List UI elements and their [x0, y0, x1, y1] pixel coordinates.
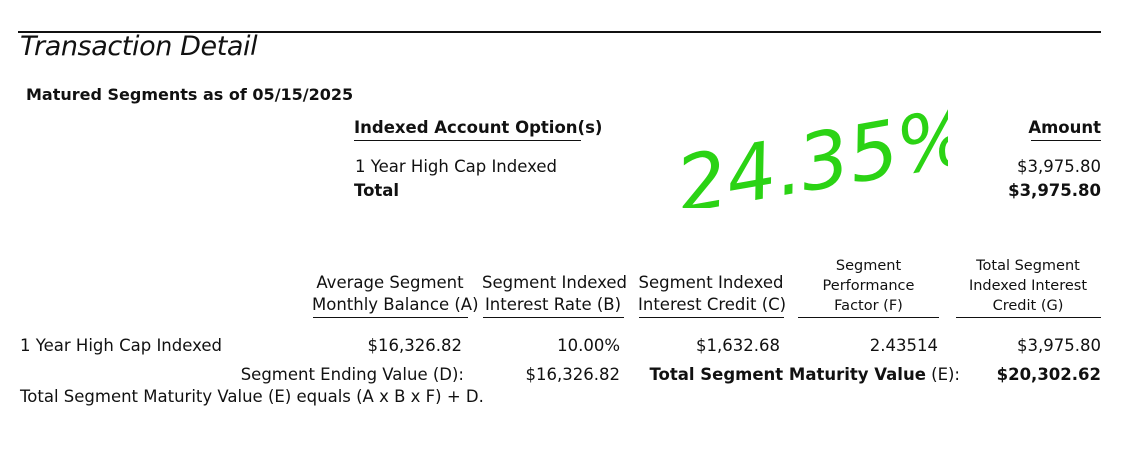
formula-note: Total Segment Maturity Value (E) equals … — [20, 387, 484, 406]
option-row-name: 1 Year High Cap Indexed — [355, 157, 557, 176]
maturity-value-label-bold: Total Segment Maturity Value — [649, 365, 926, 384]
perf-factor-underline — [798, 317, 939, 318]
rate-underline — [483, 317, 624, 318]
option-column-header: Indexed Account Option(s) — [354, 118, 603, 137]
segment-factor: 2.43514 — [869, 336, 938, 355]
avg-balance-header: Average Segment Monthly Balance (A) — [312, 272, 479, 316]
avg-balance-underline — [313, 317, 468, 318]
total-label: Total — [354, 181, 400, 200]
ending-value: $16,326.82 — [525, 365, 620, 384]
ending-value-label: Segment Ending Value (D): — [240, 365, 464, 384]
amount-column-header: Amount — [1028, 118, 1101, 137]
handwritten-percent: 24.35% — [670, 91, 948, 208]
total-credit-header-line1: Total Segment — [976, 258, 1080, 274]
page-title: Transaction Detail — [20, 31, 258, 62]
credit-underline — [639, 317, 784, 318]
rate-header-line1: Segment Indexed — [482, 273, 628, 292]
credit-header: Segment Indexed Interest Credit (C) — [638, 272, 787, 316]
avg-balance-header-line1: Average Segment — [316, 273, 464, 292]
credit-header-line1: Segment Indexed — [638, 273, 784, 292]
total-credit-header-line2: Indexed Interest — [968, 278, 1088, 294]
option-header-underline — [354, 140, 581, 141]
top-rule — [18, 31, 1101, 33]
perf-factor-header-line2: Performance — [822, 278, 915, 294]
maturity-value: $20,302.62 — [996, 365, 1101, 384]
handwritten-annotation: 24.35% — [670, 91, 948, 208]
rate-header: Segment Indexed Interest Rate (B) — [482, 272, 628, 316]
amount-header-underline — [1031, 140, 1101, 141]
perf-factor-header-line1: Segment — [835, 258, 902, 274]
avg-balance-header-line2: Monthly Balance (A) — [312, 295, 479, 314]
rate-header-line2: Interest Rate (B) — [484, 295, 622, 314]
maturity-value-label: Total Segment Maturity Value (E): — [630, 365, 960, 384]
segment-total-credit: $3,975.80 — [1017, 336, 1101, 355]
total-credit-underline — [956, 317, 1101, 318]
total-amount: $3,975.80 — [1008, 181, 1101, 200]
maturity-value-label-suffix: (E): — [925, 365, 960, 384]
section-subtitle: Matured Segments as of 05/15/2025 — [26, 85, 354, 104]
segment-rate: 10.00% — [557, 336, 620, 355]
total-credit-header-line3: Credit (G) — [992, 298, 1064, 314]
perf-factor-header: Segment Performance Factor (F) — [798, 256, 939, 316]
option-row-amount: $3,975.80 — [1017, 157, 1101, 176]
total-credit-header: Total Segment Indexed Interest Credit (G… — [955, 256, 1101, 316]
credit-header-line2: Interest Credit (C) — [638, 295, 787, 314]
segment-credit: $1,632.68 — [696, 336, 780, 355]
segment-row-name: 1 Year High Cap Indexed — [20, 336, 222, 355]
perf-factor-header-line3: Factor (F) — [834, 298, 903, 314]
segment-avg-balance: $16,326.82 — [367, 336, 462, 355]
